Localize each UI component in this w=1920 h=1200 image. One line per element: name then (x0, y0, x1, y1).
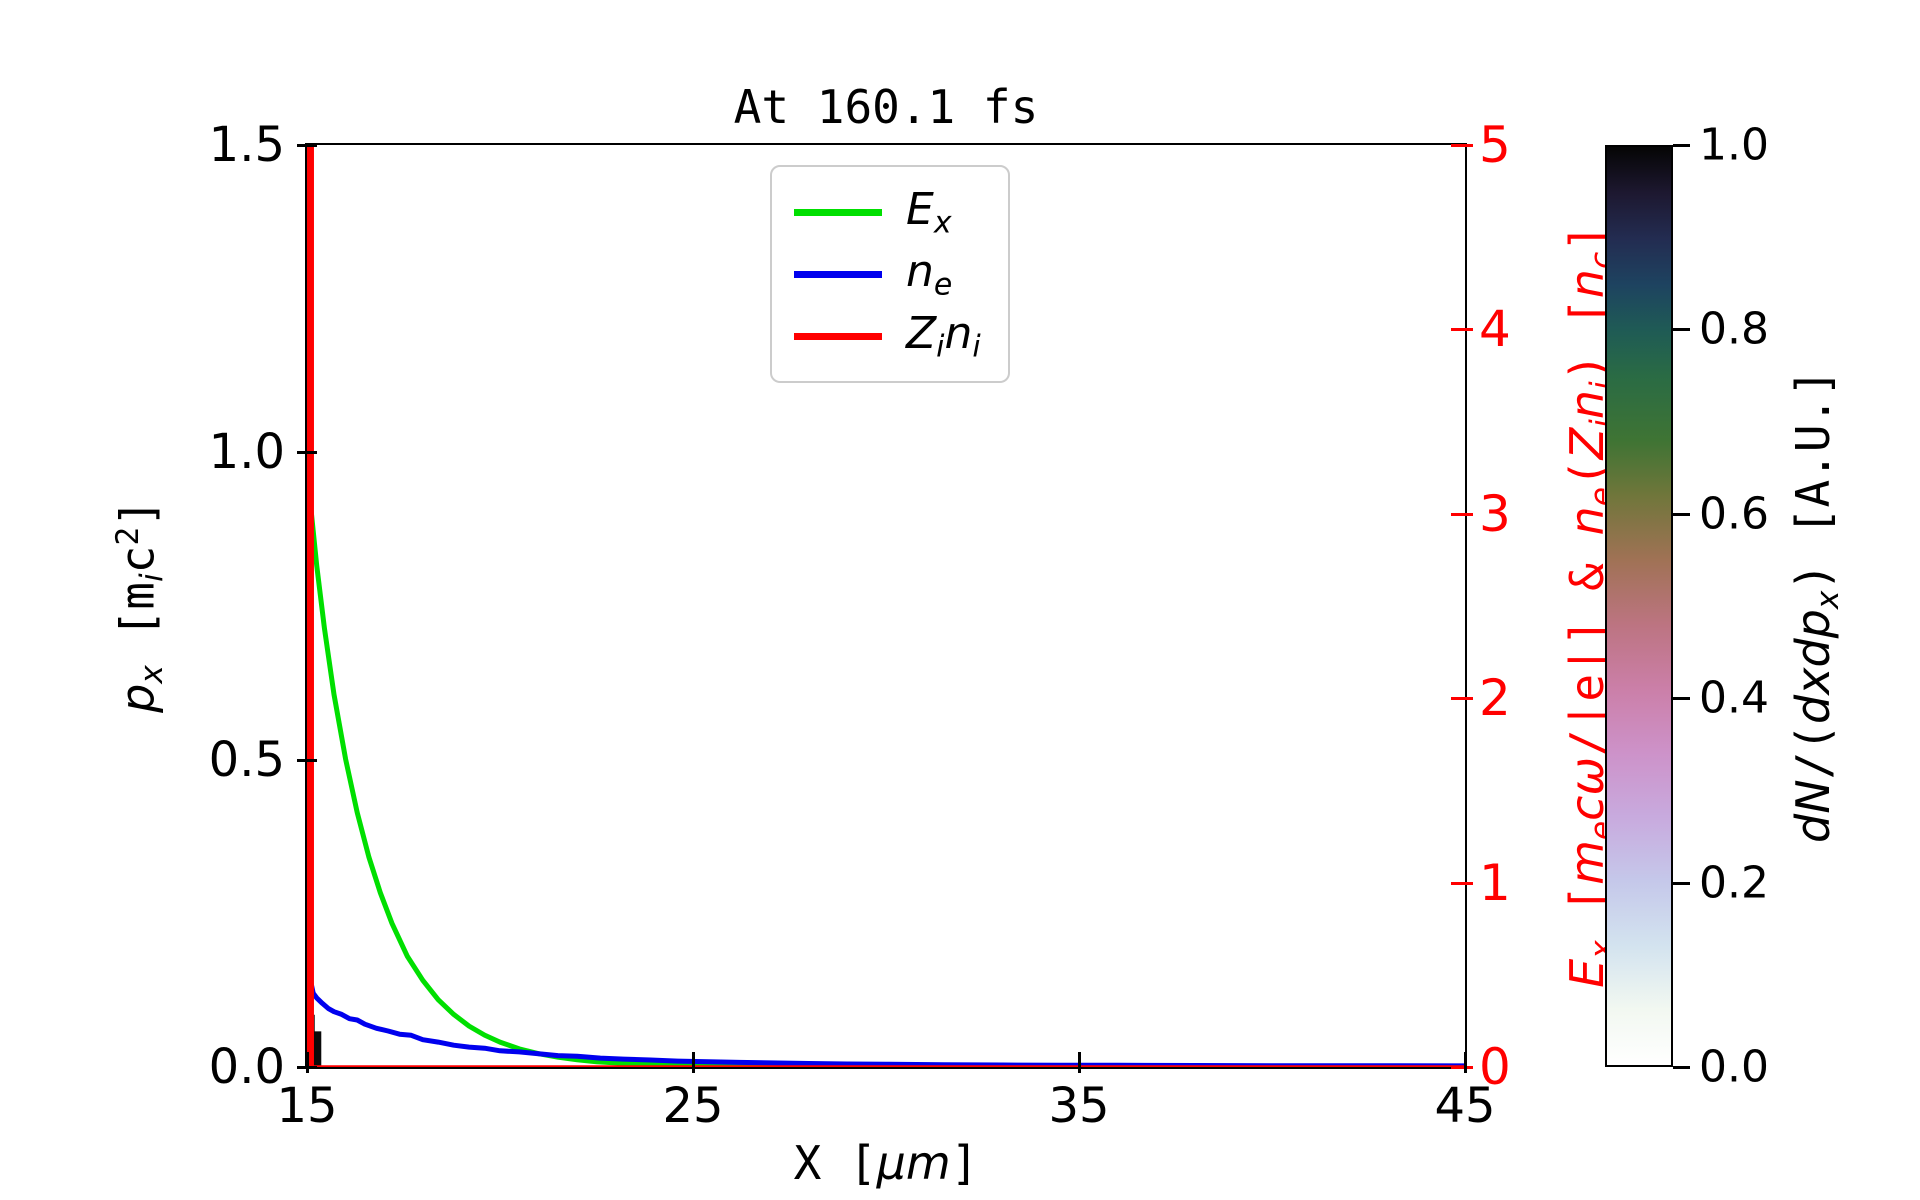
colorbar-tick (1673, 512, 1690, 516)
colorbar-label: dN/(dxdpx) [A.U.] (1786, 369, 1846, 843)
left-tick (297, 144, 317, 147)
x-tick-label: 35 (1048, 1078, 1110, 1134)
plot-title: At 160.1 fs (733, 80, 1039, 134)
legend-item: ne (794, 243, 1008, 305)
legend-label-base: n (906, 245, 934, 297)
legend-label-sub: i (972, 329, 981, 365)
legend-label-sub: e (933, 267, 953, 303)
right-tick-label: 2 (1479, 669, 1511, 728)
label-segment: ] (950, 1136, 979, 1190)
left-tick-label: 1.5 (208, 117, 285, 173)
legend-label-base: n (944, 307, 973, 359)
colorbar-tick (1673, 881, 1690, 885)
label-segment: dxdp (1786, 609, 1841, 724)
colorbar-tick-label: 0.8 (1699, 303, 1769, 355)
x-tick-label: 15 (276, 1078, 338, 1134)
left-tick (297, 758, 317, 762)
label-segment: X [ (793, 1136, 877, 1190)
right-tick (1451, 328, 1473, 332)
label-segment: p (110, 683, 165, 713)
right-tick (1451, 881, 1473, 885)
legend-item-label: Zini (906, 308, 981, 364)
label-segment: ] (110, 499, 165, 527)
left-tick-label: 1.0 (208, 424, 285, 481)
x-axis-label: X [μm] (307, 1136, 1465, 1190)
colorbar-tick-label: 1.0 (1699, 119, 1769, 171)
label-segment: c (110, 545, 165, 574)
legend-label-sub: x (933, 205, 952, 241)
colorbar-tick-label: 0.4 (1699, 672, 1769, 724)
label-segment: μm (876, 1136, 951, 1190)
label-segment: i (134, 573, 171, 583)
legend-label-sub: i (936, 329, 945, 365)
label-segment: /( (1786, 723, 1841, 780)
x-tick-label: 25 (662, 1078, 724, 1134)
x-tick (306, 1052, 309, 1073)
right-tick-label: 1 (1479, 853, 1511, 912)
right-tick (1451, 697, 1473, 701)
label-segment: 2 (109, 526, 146, 546)
colorbar-tick-label: 0.2 (1699, 857, 1769, 909)
legend: Ex ne Zini (770, 165, 1010, 383)
x-tick (692, 1052, 695, 1073)
legend-label-base: E (906, 183, 934, 235)
right-tick (1451, 512, 1473, 516)
left-tick-label: 0.5 (208, 731, 285, 788)
legend-item: Zini (794, 305, 1008, 367)
right-tick-label: 0 (1479, 1038, 1511, 1096)
colorbar-tick (1673, 328, 1690, 332)
plot-area-border (305, 143, 1467, 1069)
legend-item-label: Ex (906, 184, 952, 240)
legend-item: Ex (794, 181, 1008, 243)
right-tick (1451, 144, 1473, 147)
right-tick (1451, 1066, 1473, 1069)
legend-line-sample (794, 332, 882, 340)
right-tick-label: 3 (1479, 484, 1511, 543)
series-ne-line (307, 939, 1465, 1067)
legend-item-label: ne (906, 246, 952, 302)
series-Ex-line (307, 456, 1465, 1067)
x-tick (1078, 1052, 1081, 1073)
label-segment: ) [A.U.] (1786, 369, 1841, 591)
legend-line-sample (794, 208, 882, 216)
colorbar-tick (1673, 1066, 1690, 1069)
legend-line-sample (794, 270, 882, 278)
colorbar-tick-label: 0.6 (1699, 488, 1769, 540)
colorbar-tick (1673, 697, 1690, 701)
x-tick-label: 45 (1434, 1078, 1496, 1134)
colorbar-tick-label: 0.0 (1699, 1041, 1769, 1093)
x-tick (1464, 1052, 1467, 1073)
left-tick (297, 451, 317, 455)
legend-label-base: Z (906, 307, 937, 359)
label-segment: x (1809, 590, 1846, 610)
plot-curves-canvas (307, 145, 1465, 1067)
left-tick-label: 0.0 (208, 1039, 285, 1095)
y-axis-label-left: px [mic2] (110, 499, 170, 713)
label-segment: [m (110, 582, 165, 666)
colorbar-tick (1673, 144, 1690, 147)
label-segment: dN (1786, 779, 1841, 843)
right-tick-label: 4 (1479, 300, 1511, 359)
label-segment: x (134, 665, 171, 684)
right-tick-label: 5 (1479, 116, 1511, 174)
colorbar (1605, 145, 1673, 1067)
